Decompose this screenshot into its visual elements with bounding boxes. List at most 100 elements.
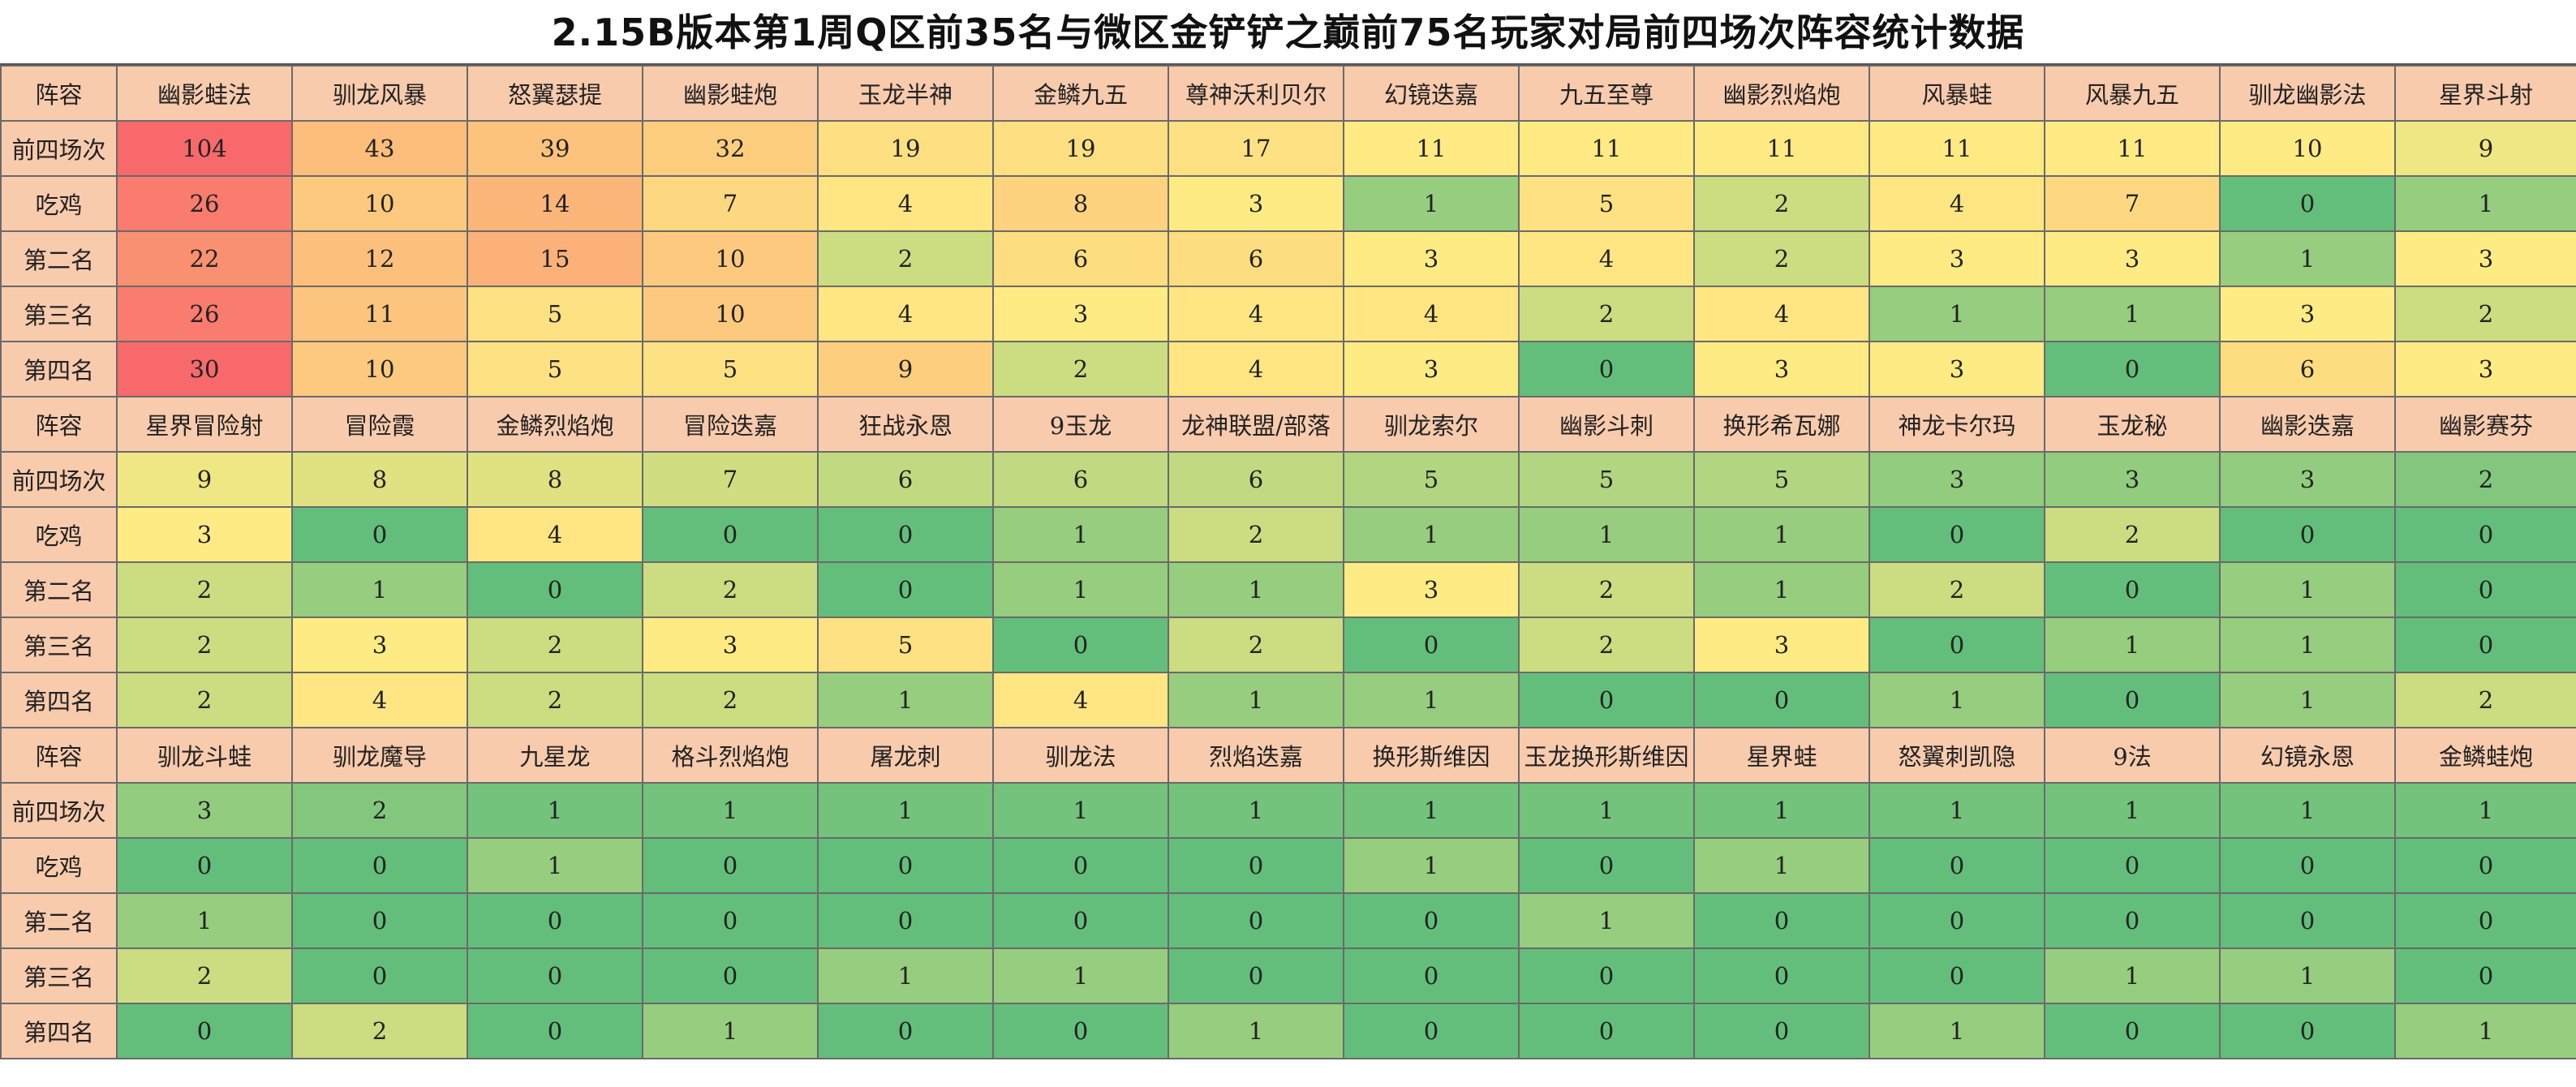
value-cell: 0 [1343, 947, 1520, 1004]
value-cell: 9 [2394, 120, 2576, 177]
value-cell: 0 [642, 892, 819, 949]
value-cell: 0 [2044, 892, 2221, 949]
value-cell: 17 [1168, 120, 1344, 177]
value-cell: 5 [1518, 175, 1695, 232]
value-cell: 6 [992, 230, 1169, 287]
value-cell: 0 [1869, 837, 2045, 894]
lineup-header-cell: 驯龙索尔 [1343, 396, 1520, 453]
lineup-header-cell: 烈焰迭嘉 [1168, 727, 1344, 784]
value-cell: 0 [2394, 561, 2576, 618]
value-cell: 2 [467, 617, 643, 673]
value-cell: 4 [1518, 230, 1695, 287]
value-cell: 7 [642, 175, 819, 232]
value-cell: 0 [1693, 672, 1870, 728]
lineup-header-cell: 屠龙刺 [817, 727, 994, 784]
value-cell: 0 [2394, 617, 2576, 673]
value-cell: 0 [1693, 892, 1870, 949]
row-label-cell: 前四场次 [0, 782, 118, 839]
lineup-header-cell: 金鳞烈焰炮 [467, 396, 643, 453]
value-cell: 1 [1869, 1003, 2045, 1059]
table-row: 吃鸡 26 10 14 7 4 8 3 1 5 2 4 7 0 1 [0, 175, 2576, 232]
lineup-header-cell: 玉龙换形斯维因 [1518, 727, 1695, 784]
value-cell: 5 [1518, 451, 1695, 508]
value-cell: 0 [2219, 837, 2396, 894]
value-cell: 1 [817, 782, 994, 839]
value-cell: 0 [992, 892, 1169, 949]
value-cell: 1 [1693, 837, 1870, 894]
lineup-header-cell: 金鳞蛙炮 [2394, 727, 2576, 784]
value-cell: 3 [291, 617, 468, 673]
table-row: 吃鸡 3 0 4 0 0 1 2 1 1 1 0 2 0 0 [0, 506, 2576, 563]
value-cell: 0 [817, 1003, 994, 1059]
value-cell: 0 [1869, 947, 2045, 1004]
lineup-header-cell: 星界蛙 [1693, 727, 1870, 784]
value-cell: 0 [2044, 1003, 2221, 1059]
value-cell: 0 [1693, 947, 1870, 1004]
value-cell: 0 [2394, 892, 2576, 949]
value-cell: 1 [1518, 892, 1695, 949]
lineup-header-cell: 风暴九五 [2044, 65, 2221, 122]
value-cell: 0 [1343, 892, 1520, 949]
value-cell: 4 [1343, 286, 1520, 342]
lineup-header-cell: 怒翼瑟提 [467, 65, 643, 122]
value-cell: 2 [642, 672, 819, 728]
value-cell: 0 [116, 837, 293, 894]
value-cell: 1 [642, 1003, 819, 1059]
value-cell: 1 [1168, 672, 1344, 728]
value-cell: 8 [291, 451, 468, 508]
value-cell: 0 [1168, 892, 1344, 949]
value-cell: 0 [1693, 1003, 1870, 1059]
value-cell: 1 [2219, 230, 2396, 287]
value-cell: 1 [2394, 175, 2576, 232]
value-cell: 0 [817, 561, 994, 618]
value-cell: 1 [1869, 782, 2045, 839]
value-cell: 0 [1518, 837, 1695, 894]
row-label-cell: 第二名 [0, 561, 118, 618]
value-cell: 0 [291, 892, 468, 949]
value-cell: 3 [2394, 230, 2576, 287]
value-cell: 11 [1343, 120, 1520, 177]
table-row: 前四场次 9 8 8 7 6 6 6 5 5 5 3 3 3 2 [0, 451, 2576, 508]
value-cell: 3 [1168, 175, 1344, 232]
lineup-header-cell: 玉龙半神 [817, 65, 994, 122]
value-cell: 11 [1693, 120, 1870, 177]
table-row: 第二名 1 0 0 0 0 0 0 0 1 0 0 0 0 0 [0, 892, 2576, 949]
value-cell: 19 [992, 120, 1169, 177]
value-cell: 11 [1869, 120, 2045, 177]
value-cell: 0 [467, 1003, 643, 1059]
lineup-header-cell: 九星龙 [467, 727, 643, 784]
value-cell: 7 [2044, 175, 2221, 232]
value-cell: 0 [291, 506, 468, 563]
value-cell: 0 [642, 837, 819, 894]
value-cell: 0 [467, 561, 643, 618]
lineup-header-cell: 幽影赛芬 [2394, 396, 2576, 453]
value-cell: 1 [1168, 782, 1344, 839]
row-label-cell: 第三名 [0, 617, 118, 673]
value-cell: 1 [817, 672, 994, 728]
value-cell: 0 [1869, 892, 2045, 949]
table-row: 前四场次 3 2 1 1 1 1 1 1 1 1 1 1 1 1 [0, 782, 2576, 839]
value-cell: 0 [467, 892, 643, 949]
value-cell: 0 [992, 617, 1169, 673]
value-cell: 0 [2394, 947, 2576, 1004]
lineup-header-cell: 驯龙法 [992, 727, 1169, 784]
value-cell: 2 [291, 782, 468, 839]
lineup-header-cell: 星界冒险射 [116, 396, 293, 453]
value-cell: 1 [2219, 947, 2396, 1004]
lineup-header-cell: 九五至尊 [1518, 65, 1695, 122]
value-cell: 8 [992, 175, 1169, 232]
value-cell: 3 [1869, 341, 2045, 397]
value-cell: 26 [116, 175, 293, 232]
value-cell: 4 [1168, 286, 1344, 342]
value-cell: 32 [642, 120, 819, 177]
value-cell: 1 [1168, 1003, 1344, 1059]
value-cell: 4 [291, 672, 468, 728]
value-cell: 3 [2044, 451, 2221, 508]
value-cell: 19 [817, 120, 994, 177]
block-header-row: 阵容 星界冒险射 冒险霞 金鳞烈焰炮 冒险迭嘉 狂战永恩 9玉龙 龙神联盟/部落 驯龙索尔 幽影斗… [0, 396, 2576, 453]
value-cell: 0 [2219, 1003, 2396, 1059]
value-cell: 1 [1693, 561, 1870, 618]
value-cell: 0 [642, 947, 819, 1004]
value-cell: 3 [1869, 451, 2045, 508]
value-cell: 7 [642, 451, 819, 508]
